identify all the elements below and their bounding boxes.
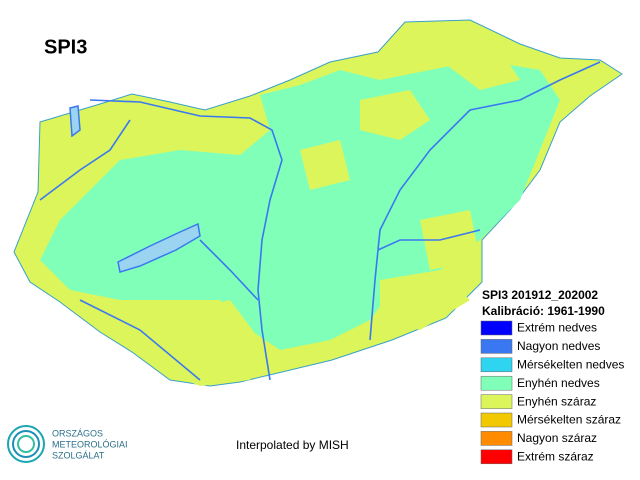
region-dry-south	[150, 270, 470, 386]
lake-ferto	[69, 105, 81, 138]
river-sio	[199, 239, 259, 301]
map-title: SPI3	[44, 36, 87, 58]
river-raba	[39, 119, 131, 201]
legend-swatch	[480, 375, 513, 391]
legend-label: Mérsékelten száraz	[517, 413, 621, 427]
legend-label: Nagyon száraz	[517, 431, 597, 445]
logo-line: SZOLGÁLAT	[52, 450, 105, 460]
legend: Extrém nedves Nagyon nedves Mérsékelten ne…	[480, 320, 624, 465]
logo-line: METEOROLÓGIAI	[52, 439, 128, 449]
rivers	[39, 61, 601, 381]
legend-label: Mérsékelten nedves	[517, 357, 624, 371]
hungary-map	[13, 19, 623, 387]
legend-swatch	[480, 431, 513, 446]
legend-label: Nagyon nedves	[517, 339, 600, 353]
logo-line: ORSZÁGOS	[52, 428, 103, 438]
legend-swatch	[480, 357, 513, 373]
legend-label: Enyhén száraz	[517, 394, 596, 408]
region-moist	[40, 60, 560, 350]
river-danube	[89, 99, 283, 381]
logo-mark	[7, 425, 45, 463]
legend-swatch	[480, 339, 513, 354]
legend-swatch	[480, 320, 513, 336]
legend-label: Extrém száraz	[517, 449, 594, 463]
river-tisza	[369, 61, 601, 341]
credit: Interpolated by MISH	[236, 438, 349, 452]
legend-label: Extrém nedves	[517, 321, 597, 335]
legend-title: SPI3 201912_202002	[482, 288, 598, 302]
legend-subtitle: Kalibráció: 1961-1990	[482, 304, 605, 318]
legend-swatch	[480, 449, 513, 465]
legend-label: Enyhén nedves	[517, 376, 600, 390]
legend-swatch	[480, 412, 513, 428]
river-drava	[79, 299, 201, 381]
lake-balaton	[117, 222, 201, 273]
legend-swatch	[480, 394, 513, 409]
logo: ORSZÁGOS METEOROLÓGIAI SZOLGÁLAT	[7, 425, 128, 463]
river-koros	[377, 229, 481, 251]
region-dry-north	[300, 50, 520, 270]
